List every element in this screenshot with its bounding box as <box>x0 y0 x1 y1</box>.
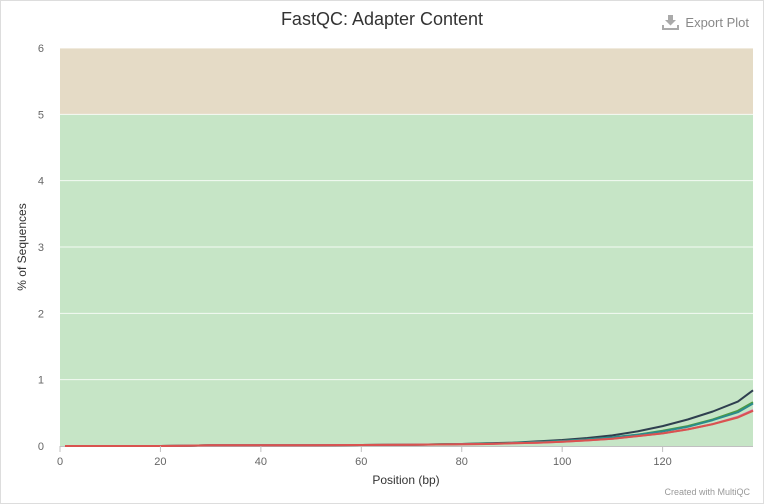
y-tick-label: 6 <box>38 43 44 55</box>
y-tick-label: 2 <box>38 308 44 320</box>
x-tick-label: 120 <box>653 456 671 468</box>
x-tick-label: 40 <box>255 456 267 468</box>
export-plot-button[interactable]: Export Plot <box>662 15 749 30</box>
plot-band-1 <box>60 48 753 115</box>
x-tick-label: 20 <box>154 456 166 468</box>
y-tick-label: 5 <box>38 109 44 121</box>
series-line-4 <box>65 409 754 447</box>
x-tick-label: 80 <box>456 456 468 468</box>
y-axis-title: % of Sequences <box>15 203 29 290</box>
x-tick-label: 0 <box>57 456 63 468</box>
download-icon <box>662 15 680 30</box>
x-axis-title: Position (bp) <box>372 473 439 487</box>
x-tick-label: 60 <box>355 456 367 468</box>
y-tick-label: 4 <box>38 176 44 188</box>
credits-text: Created with MultiQC <box>664 487 750 497</box>
x-tick-label: 100 <box>553 456 571 468</box>
chart-title: FastQC: Adapter Content <box>280 9 484 29</box>
export-plot-label: Export Plot <box>685 15 749 30</box>
y-tick-label: 0 <box>38 441 44 453</box>
plot-band-0 <box>60 114 753 446</box>
y-tick-label: 1 <box>38 375 44 387</box>
y-tick-label: 3 <box>38 242 44 254</box>
